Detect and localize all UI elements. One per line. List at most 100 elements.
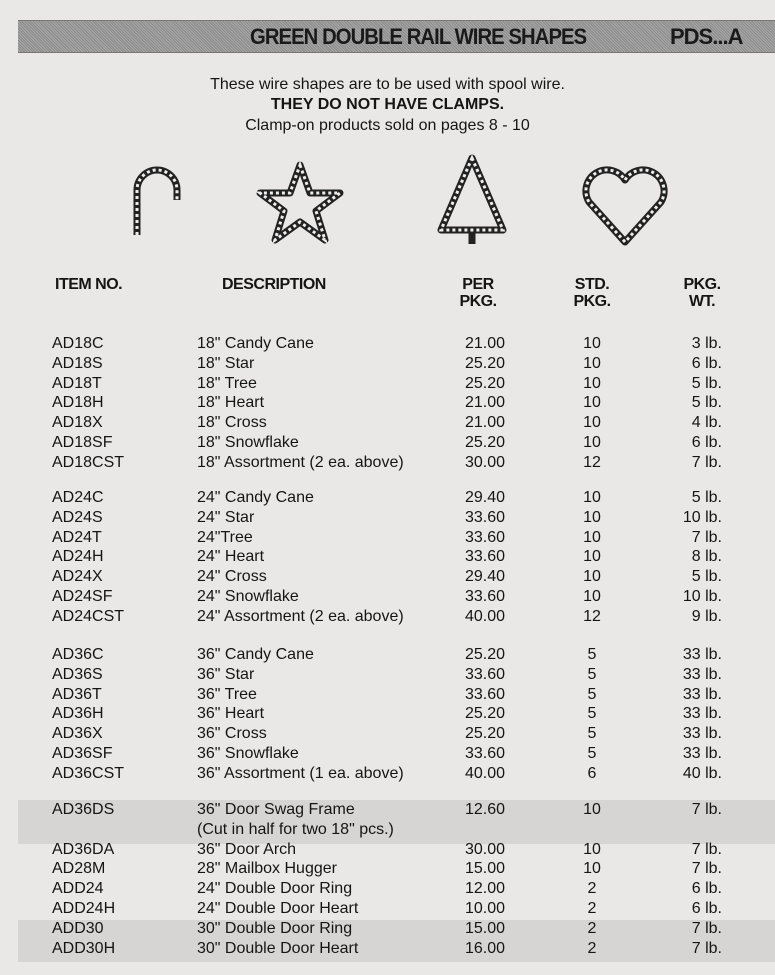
per-pkg-price: 25.20 (464, 705, 505, 723)
pkg-weight: 33 lb. (682, 685, 722, 703)
pkg-weight: 6 lb. (691, 900, 722, 917)
pkg-weight: 6 lb. (691, 880, 722, 898)
item-number: ADD24H (52, 900, 116, 917)
table-row: AD24S 24" Star 33.60 10 10 lb. (0, 508, 775, 528)
table-row: ADD30H 30" Double Door Heart 16.00 2 7 lb. (0, 939, 775, 959)
description: 18" Star (197, 354, 255, 372)
per-pkg-price: 21.00 (464, 335, 505, 352)
table-row: AD18S 18" Star 25.20 10 6 lb. (0, 354, 775, 374)
column-header-description: DESCRIPTION (222, 276, 326, 293)
pkg-weight: 5 lb. (691, 568, 722, 586)
heart-icon (582, 166, 668, 246)
pkg-weight: 40 lb. (682, 764, 722, 782)
per-pkg-price: 33.60 (464, 588, 505, 605)
intro-line: These wire shapes are to be used with sp… (210, 76, 565, 93)
table-row: AD36C 36" Candy Cane 25.20 5 33 lb. (0, 645, 775, 665)
description: 18" Heart (197, 394, 265, 412)
item-number: ADD30 (52, 919, 104, 937)
pkg-weight: 6 lb. (691, 354, 722, 372)
table-row: AD24X 24" Cross 29.40 10 5 lb. (0, 567, 775, 587)
table-row: AD36S 36" Star 33.60 5 33 lb. (0, 665, 775, 685)
std-pkg-qty: 5 (587, 705, 597, 723)
item-number: AD36C (52, 646, 104, 663)
description: 36" Door Swag Frame (197, 801, 355, 818)
table-row: AD24H 24" Heart 33.60 10 8 lb. (0, 547, 775, 567)
per-pkg-price: 25.20 (464, 434, 505, 451)
std-pkg-qty: 10 (583, 528, 601, 546)
std-pkg-qty: 10 (583, 840, 601, 858)
table-row: ADD30 30" Double Door Ring 15.00 2 7 lb. (0, 919, 775, 939)
std-pkg-qty: 5 (587, 685, 597, 703)
std-pkg-qty: 10 (583, 394, 601, 412)
page-code: PDS...A (670, 24, 743, 49)
pkg-weight: 33 lb. (682, 646, 722, 663)
table-row: AD18CST 18" Assortment (2 ea. above) 30.00… (0, 453, 775, 473)
per-pkg-price: 40.00 (464, 607, 505, 625)
item-number: AD18T (52, 374, 102, 392)
table-row: AD24SF 24" Snowflake 33.60 10 10 lb. (0, 587, 775, 607)
std-pkg-qty: 10 (583, 374, 601, 392)
header-line: PKG. (459, 293, 497, 310)
table-row: AD24C 24" Candy Cane 29.40 10 5 lb. (0, 488, 775, 508)
table-row: AD36H 36" Heart 25.20 5 33 lb. (0, 704, 775, 724)
per-pkg-price: 40.00 (464, 764, 505, 782)
header-banner: GREEN DOUBLE RAIL WIRE SHAPES PDS...A (18, 20, 775, 53)
column-header-per-pkg: PER PKG. (448, 276, 508, 310)
pkg-weight: 7 lb. (691, 528, 722, 546)
description: 18" Assortment (2 ea. above) (197, 453, 404, 471)
pkg-weight: 7 lb. (691, 860, 722, 878)
pkg-weight: 5 lb. (691, 374, 722, 392)
pkg-weight: 33 lb. (682, 725, 722, 743)
pkg-weight: 10 lb. (682, 588, 722, 605)
std-pkg-qty: 6 (587, 764, 597, 782)
intro-warning: THEY DO NOT HAVE CLAMPS. (270, 96, 505, 113)
std-pkg-qty: 2 (587, 880, 597, 898)
std-pkg-qty: 2 (587, 900, 597, 917)
item-number: AD18X (52, 414, 103, 432)
item-number: AD36S (52, 665, 103, 683)
header-line: WT. (688, 293, 716, 310)
std-pkg-qty: 10 (583, 568, 601, 586)
intro-note: Clamp-on products sold on pages 8 - 10 (245, 117, 530, 134)
table-row: AD18C 18" Candy Cane 21.00 10 3 lb. (0, 334, 775, 354)
pkg-weight: 9 lb. (691, 607, 722, 625)
header-line: PKG. (573, 293, 611, 310)
description: 36" Tree (197, 685, 257, 703)
std-pkg-qty: 10 (583, 414, 601, 432)
std-pkg-qty: 10 (583, 548, 601, 566)
pkg-weight: 7 lb. (691, 939, 722, 957)
item-number: AD24H (52, 548, 104, 566)
header-line: PKG. (683, 276, 721, 293)
description: 18" Tree (197, 374, 257, 392)
item-number: AD18S (52, 354, 103, 372)
per-pkg-price: 12.00 (464, 880, 505, 898)
per-pkg-price: 21.00 (464, 394, 505, 412)
std-pkg-qty: 10 (583, 508, 601, 526)
description: 28" Mailbox Hugger (197, 860, 337, 878)
table-row: AD18SF 18" Snowflake 25.20 10 6 lb. (0, 433, 775, 453)
description: (Cut in half for two 18" pcs.) (197, 820, 394, 838)
description: 18" Snowflake (197, 434, 299, 451)
table-row: ADD24H 24" Double Door Heart 10.00 2 6 lb. (0, 899, 775, 919)
pkg-weight: 7 lb. (691, 801, 722, 818)
item-number: AD36X (52, 725, 103, 743)
candy-cane-icon (133, 166, 181, 235)
page-title: GREEN DOUBLE RAIL WIRE SHAPES (250, 24, 587, 49)
item-number: AD24S (52, 508, 103, 526)
std-pkg-qty: 10 (583, 434, 601, 451)
star-icon (255, 160, 345, 244)
item-number: AD36SF (52, 745, 113, 762)
description: 36" Heart (197, 705, 265, 723)
std-pkg-qty: 10 (583, 801, 601, 818)
table-row: AD36X 36" Cross 25.20 5 33 lb. (0, 724, 775, 744)
per-pkg-price: 33.60 (464, 528, 505, 546)
description: 24" Assortment (2 ea. above) (197, 607, 404, 625)
item-number: AD36DS (52, 801, 115, 818)
per-pkg-price: 21.00 (464, 414, 505, 432)
per-pkg-price: 29.40 (464, 568, 505, 586)
std-pkg-qty: 5 (587, 646, 597, 663)
pkg-weight: 6 lb. (691, 434, 722, 451)
std-pkg-qty: 5 (587, 745, 597, 762)
per-pkg-price: 33.60 (464, 685, 505, 703)
row-shading (18, 920, 775, 962)
